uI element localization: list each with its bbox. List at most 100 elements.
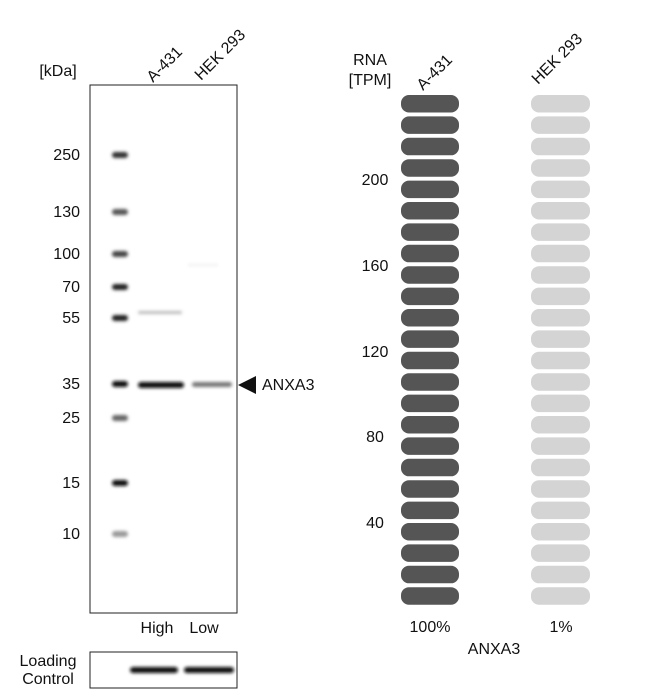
band [138,311,182,314]
pill [401,351,459,370]
sample-label: HEK 293 [529,30,586,87]
rna-label: RNA [353,52,387,69]
pill [401,287,459,306]
band [192,382,232,387]
band [184,667,234,673]
ladder-band [112,315,128,321]
sample-label: A-431 [414,52,456,94]
pill [531,373,590,391]
pill [401,394,459,413]
marker-label: 70 [62,279,80,296]
pill [401,480,459,498]
level-label: High [141,620,174,637]
pill [531,309,590,327]
pill [401,544,459,562]
ladder-band [112,415,128,421]
loading-label: Control [22,671,74,688]
tick-label: 160 [362,258,389,275]
pill [531,223,590,241]
percentage: 100% [410,619,451,636]
kda-label: [kDa] [39,63,76,80]
ladder-band [112,209,128,215]
loading-label: Loading [20,653,77,670]
gene-label: ANXA3 [468,641,521,658]
pill [531,244,590,263]
tick-group: 200 160 120 80 40 [362,172,389,532]
pill [401,501,459,520]
pill [531,480,590,498]
pill [401,437,459,455]
tick-label: 80 [366,429,384,446]
marker-label: 55 [62,310,80,327]
pill [531,523,590,541]
ladder-band [112,381,128,387]
arrow [238,376,256,394]
rna-label: [TPM] [349,72,392,89]
sample-label: A-431 [144,44,186,86]
band [130,667,178,673]
ladder-band [112,284,128,290]
pill [401,309,459,327]
ladder-band [112,152,128,158]
marker-label: 10 [62,526,80,543]
pill [531,116,590,134]
pill [531,394,590,413]
pill [401,95,459,113]
band [188,264,218,266]
marker-label: 100 [53,246,80,263]
marker-label: 25 [62,410,80,427]
pill [531,437,590,455]
pill [531,266,590,284]
pill [531,458,590,477]
pill [401,523,459,541]
pill-group [401,95,590,605]
tick-label: 40 [366,515,384,532]
level-label: Low [189,620,219,637]
pill [401,565,459,584]
pill [401,587,459,605]
ladder-band [112,531,128,537]
pill [531,137,590,156]
ladder-band [112,251,128,257]
pill [531,501,590,520]
pill [401,266,459,284]
marker-label: 130 [53,204,80,221]
pill [401,416,459,434]
band [138,382,184,388]
marker-group: 250 130 100 70 55 35 25 15 10 [53,147,128,543]
pill [401,116,459,134]
ladder-band [112,480,128,486]
pill [531,330,590,348]
pill [401,159,459,177]
pill [531,565,590,584]
tick-label: 200 [362,172,389,189]
pill [531,95,590,113]
pill [531,544,590,562]
blot-panel [89,84,238,614]
pill [531,351,590,370]
pill [531,180,590,199]
pill [531,202,590,220]
blot-bands [138,264,232,388]
tick-label: 120 [362,344,389,361]
pill [401,223,459,241]
pill [531,287,590,306]
sample-label: HEK 293 [192,26,249,83]
pill [401,373,459,391]
pill [401,202,459,220]
pill [401,458,459,477]
pill [531,159,590,177]
pill [531,416,590,434]
pill [401,244,459,263]
loading-bands [130,667,234,673]
pill [401,137,459,156]
pill [401,180,459,199]
marker-label: 250 [53,147,80,164]
target-label: ANXA3 [262,377,315,394]
pill [531,587,590,605]
pill [401,330,459,348]
percentage: 1% [549,619,572,636]
marker-label: 35 [62,376,80,393]
marker-label: 15 [62,475,80,492]
